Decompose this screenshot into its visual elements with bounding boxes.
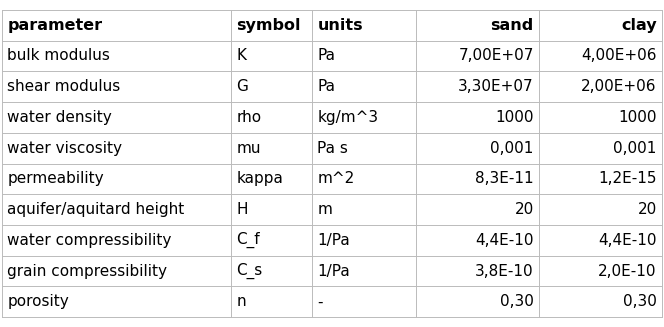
Text: 2,00E+06: 2,00E+06 (581, 79, 657, 94)
Text: permeability: permeability (7, 171, 104, 186)
Text: kg/m^3: kg/m^3 (317, 110, 378, 125)
Text: shear modulus: shear modulus (7, 79, 121, 94)
Text: 1000: 1000 (495, 110, 534, 125)
Text: clay: clay (621, 18, 657, 33)
Text: K: K (236, 48, 246, 63)
Text: mu: mu (236, 141, 261, 156)
Text: 4,00E+06: 4,00E+06 (581, 48, 657, 63)
Text: 1000: 1000 (618, 110, 657, 125)
Text: 0,30: 0,30 (500, 294, 534, 309)
Text: C_f: C_f (236, 232, 260, 249)
Text: C_s: C_s (236, 263, 263, 279)
Text: water viscosity: water viscosity (7, 141, 122, 156)
Text: 1/Pa: 1/Pa (317, 233, 350, 248)
Text: 8,3E-11: 8,3E-11 (475, 171, 534, 186)
Text: 0,30: 0,30 (623, 294, 657, 309)
Text: 4,4E-10: 4,4E-10 (598, 233, 657, 248)
Text: units: units (317, 18, 363, 33)
Text: 3,8E-10: 3,8E-10 (475, 264, 534, 279)
Text: Pa: Pa (317, 48, 335, 63)
Text: -: - (317, 294, 323, 309)
Text: 0,001: 0,001 (491, 141, 534, 156)
Text: grain compressibility: grain compressibility (7, 264, 167, 279)
Text: G: G (236, 79, 248, 94)
Text: 1,2E-15: 1,2E-15 (598, 171, 657, 186)
Text: 7,00E+07: 7,00E+07 (458, 48, 534, 63)
Text: 0,001: 0,001 (614, 141, 657, 156)
Text: Pa s: Pa s (317, 141, 348, 156)
Text: parameter: parameter (7, 18, 102, 33)
Text: m: m (317, 202, 332, 217)
Text: 2,0E-10: 2,0E-10 (598, 264, 657, 279)
Text: water density: water density (7, 110, 112, 125)
Text: n: n (236, 294, 246, 309)
Text: water compressibility: water compressibility (7, 233, 172, 248)
Text: bulk modulus: bulk modulus (7, 48, 110, 63)
Text: 4,4E-10: 4,4E-10 (475, 233, 534, 248)
Text: 20: 20 (637, 202, 657, 217)
Text: symbol: symbol (236, 18, 301, 33)
Text: rho: rho (236, 110, 262, 125)
Text: aquifer/aquitard height: aquifer/aquitard height (7, 202, 185, 217)
Text: kappa: kappa (236, 171, 284, 186)
Text: Pa: Pa (317, 79, 335, 94)
Text: sand: sand (491, 18, 534, 33)
Text: m^2: m^2 (317, 171, 355, 186)
Text: 3,30E+07: 3,30E+07 (458, 79, 534, 94)
Text: 20: 20 (515, 202, 534, 217)
Text: H: H (236, 202, 248, 217)
Text: porosity: porosity (7, 294, 69, 309)
Text: 1/Pa: 1/Pa (317, 264, 350, 279)
